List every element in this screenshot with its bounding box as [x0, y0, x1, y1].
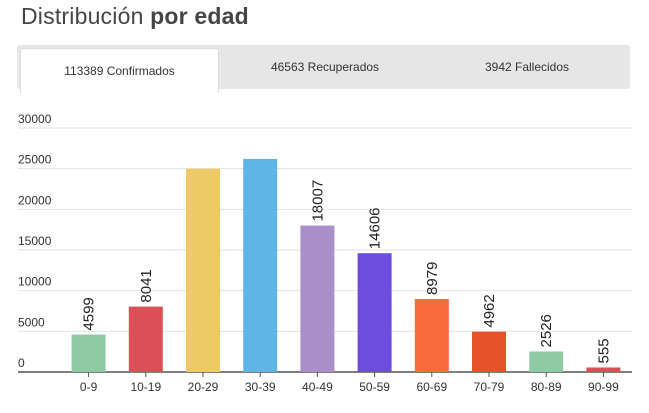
x-tick-label: 0-9 [80, 380, 98, 394]
bar-40-49 [300, 225, 335, 372]
data-label-70-79: 4962 [481, 294, 498, 327]
data-label-40-49: 18007 [309, 180, 326, 222]
y-tick-label: 15000 [18, 234, 52, 248]
bar-20-29 [186, 168, 220, 372]
data-label-90-99: 555 [595, 338, 612, 363]
page-title: Distribución por edad [21, 3, 249, 30]
y-tick-label: 25000 [18, 153, 52, 167]
y-tick-label: 5000 [18, 315, 45, 329]
x-tick-label: 30-39 [245, 380, 276, 394]
y-tick-label: 0 [18, 356, 25, 370]
title-part2: por edad [150, 3, 249, 29]
bar-10-19 [128, 306, 163, 372]
y-tick-label: 10000 [18, 275, 52, 289]
x-tick-label: 10-19 [130, 380, 161, 394]
x-tick-label: 60-69 [416, 380, 447, 394]
x-tick-label: 40-49 [302, 380, 333, 394]
x-tick-label: 80-89 [531, 380, 562, 394]
bar-70-79 [472, 331, 506, 372]
tab-fallecidos[interactable]: 3942 Fallecidos [484, 60, 570, 74]
y-tick-label: 30000 [18, 112, 52, 126]
data-label-60-69: 8979 [424, 262, 441, 295]
x-tick-label: 70-79 [474, 380, 505, 394]
y-tick-label: 20000 [18, 193, 52, 207]
tab-recuperados[interactable]: 46563 Recuperados [270, 60, 380, 74]
bar-30-39 [243, 158, 278, 372]
bar-90-99 [586, 367, 621, 372]
bar-50-59 [357, 253, 392, 372]
age-distribution-chart: 0 5000 10000 15000 20000 25000 30000 0-9 4599 10-… [18, 112, 632, 394]
bar-80-89 [529, 351, 564, 372]
x-tick-label: 90-99 [588, 380, 619, 394]
bar-60-69 [414, 298, 449, 372]
title-part1: Distribución [21, 3, 144, 29]
x-tick-label: 20-29 [188, 380, 219, 394]
x-tick-label: 50-59 [359, 380, 390, 394]
data-label-0-9: 4599 [81, 297, 98, 330]
data-label-80-89: 2526 [538, 314, 555, 347]
data-label-10-19: 8041 [138, 269, 155, 302]
tab-confirmados[interactable]: 113389 Confirmados [20, 48, 219, 93]
bar-0-9 [71, 334, 106, 372]
tab-bar: 113389 Confirmados 46563 Recuperados 394… [17, 45, 630, 93]
data-label-50-59: 14606 [367, 207, 384, 249]
